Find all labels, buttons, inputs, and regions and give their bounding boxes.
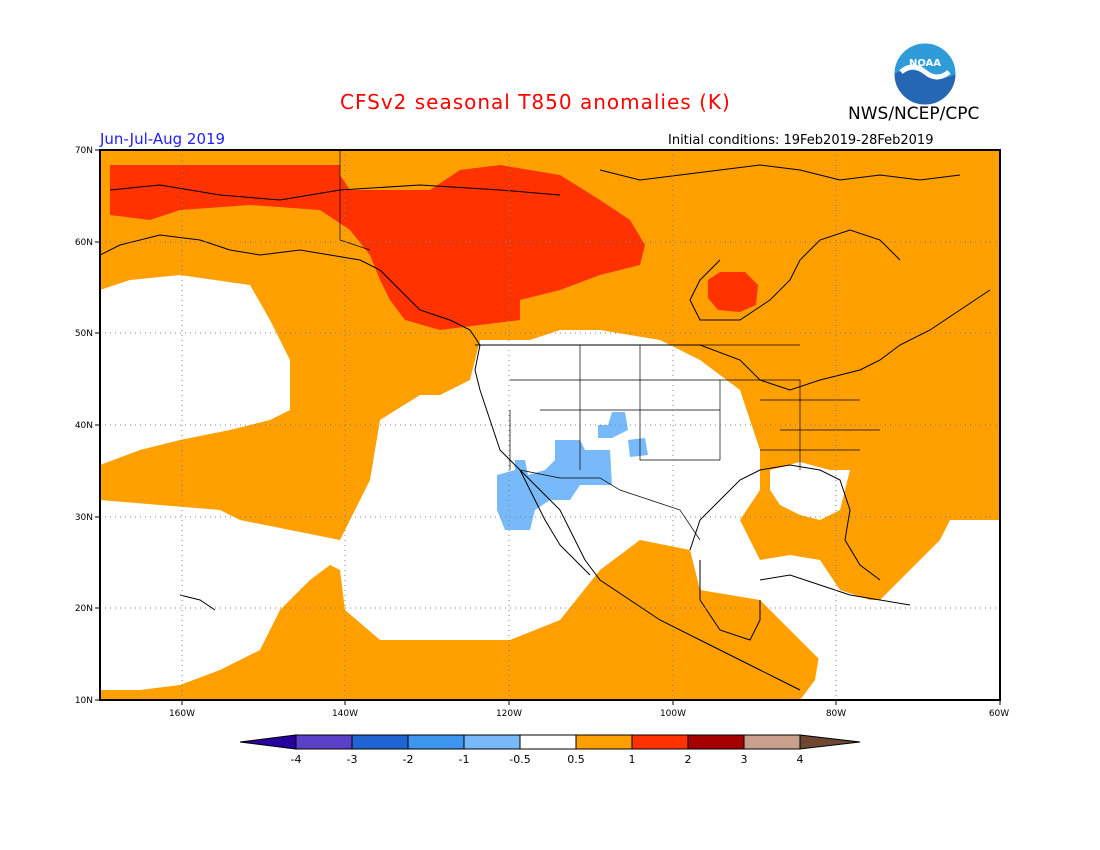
lon-label: 80W <box>826 709 846 719</box>
forecast-period: Jun-Jul-Aug 2019 <box>100 130 226 148</box>
coastlines <box>100 164 991 691</box>
colorbar-swatch <box>351 734 409 750</box>
noaa-logo-icon: NOAA <box>893 42 957 106</box>
region-ks-blue <box>628 438 648 457</box>
region-hudson-red <box>708 272 758 312</box>
colorbar-swatch <box>799 734 861 750</box>
axis-ticks <box>95 149 1001 705</box>
colorbar-label: 4 <box>797 753 804 766</box>
colorbar-label: 3 <box>741 753 748 766</box>
agency-label: NWS/NCEP/CPC <box>848 104 980 124</box>
region-gulf-white <box>770 462 850 520</box>
colorbar-label: -1 <box>459 753 470 766</box>
colorbar-label: -4 <box>291 753 302 766</box>
colorbar-swatch <box>407 734 465 750</box>
region-colorado-blue <box>598 412 628 438</box>
lat-label: 10N <box>75 696 93 706</box>
region-caribbean-white <box>760 555 1000 700</box>
lon-label: 100W <box>660 709 686 719</box>
colorbar-label: 1 <box>629 753 636 766</box>
colorbar-swatch <box>295 734 353 750</box>
lon-label: 160W <box>169 709 195 719</box>
colorbar-swatch <box>519 734 577 750</box>
political-borders <box>339 150 880 541</box>
lat-label: 30N <box>75 513 93 523</box>
colorbar-swatch <box>239 734 297 750</box>
lon-label: 140W <box>332 709 358 719</box>
initial-conditions: Initial conditions: 19Feb2019-28Feb2019 <box>668 133 934 148</box>
graticule <box>100 150 1000 700</box>
colorbar-label: 0.5 <box>567 753 585 766</box>
colorbar-swatch <box>687 734 745 750</box>
svg-text:NOAA: NOAA <box>909 58 941 69</box>
lat-label: 40N <box>75 421 93 431</box>
colorbar-label: -3 <box>347 753 358 766</box>
lon-label: 120W <box>496 709 522 719</box>
colorbar-label: -0.5 <box>509 753 530 766</box>
colorbar-label: -2 <box>403 753 414 766</box>
colorbar-label: 2 <box>685 753 692 766</box>
lat-label: 60N <box>75 238 93 248</box>
colorbar-swatch <box>463 734 521 750</box>
lat-label: 50N <box>75 329 93 339</box>
region-nepacific-white <box>100 275 290 465</box>
lat-label: 20N <box>75 604 93 614</box>
lat-label: 70N <box>75 146 93 156</box>
lon-label: 60W <box>989 709 1009 719</box>
region-southwest-blue <box>497 440 612 530</box>
colorbar-swatch <box>743 734 801 750</box>
colorbar <box>239 734 861 750</box>
map-title: CFSv2 seasonal T850 anomalies (K) <box>340 90 731 114</box>
colorbar-swatch <box>575 734 633 750</box>
colorbar-swatch <box>631 734 689 750</box>
region-arctic-red <box>110 165 645 330</box>
